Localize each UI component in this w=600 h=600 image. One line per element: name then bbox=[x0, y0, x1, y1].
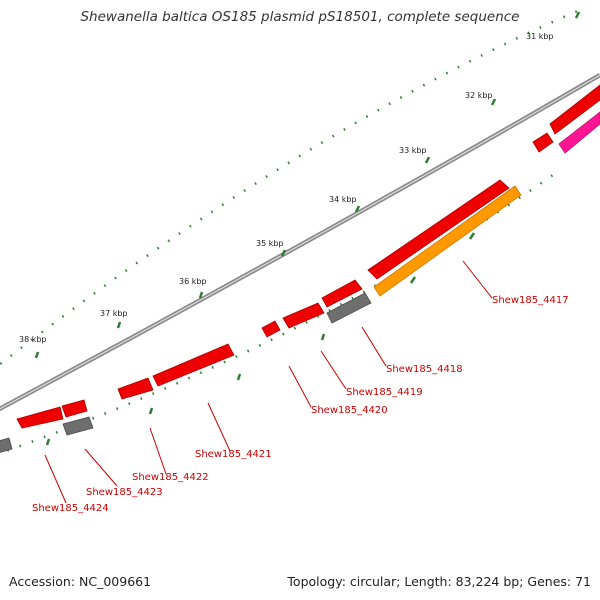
gene-arrow-4421-region bbox=[152, 343, 235, 387]
genes-inner-strand bbox=[0, 84, 600, 453]
gene-label-4417: Shew185_4417 bbox=[492, 295, 569, 306]
kbp-label-35: 35 kbp bbox=[256, 239, 284, 248]
gene-block-grey-a bbox=[326, 292, 372, 324]
genes-outer-strand bbox=[16, 132, 554, 429]
kbp-label-32: 32 kbp bbox=[465, 91, 493, 100]
inner-major-ticks bbox=[45, 232, 476, 446]
gene-arrow-4424-region bbox=[16, 406, 64, 429]
gene-arrow-top-right bbox=[532, 132, 554, 153]
gene-label-4422: Shew185_4422 bbox=[132, 472, 209, 483]
backbone-outer bbox=[0, 73, 600, 412]
gene-block-grey-c bbox=[0, 437, 13, 453]
gene-block-orange bbox=[373, 185, 522, 297]
kbp-label-33: 33 kbp bbox=[399, 146, 427, 155]
gene-label-4423: Shew185_4423 bbox=[86, 487, 163, 498]
gene-arrow-4423-region bbox=[61, 399, 88, 418]
gene-arrow-4420-region bbox=[282, 302, 325, 329]
gene-label-4421: Shew185_4421 bbox=[195, 449, 272, 460]
gene-label-4420: Shew185_4420 bbox=[311, 405, 388, 416]
label-leaders bbox=[44, 260, 493, 504]
gene-block-pink bbox=[558, 111, 600, 154]
gene-arrow-small-a bbox=[261, 320, 281, 338]
gene-arrow-4417-region bbox=[367, 179, 510, 280]
backbone-inner bbox=[0, 74, 600, 410]
topology-summary-text: Topology: circular; Length: 83,224 bp; G… bbox=[287, 574, 591, 589]
kbp-label-31: 31 kbp bbox=[526, 32, 554, 41]
kbp-label-37: 37 kbp bbox=[100, 309, 128, 318]
gene-block-grey-b bbox=[62, 416, 94, 436]
kbp-label-38: 38 kbp bbox=[19, 335, 47, 344]
accession-text: Accession: NC_009661 bbox=[9, 574, 152, 589]
kbp-label-36: 36 kbp bbox=[179, 277, 207, 286]
gene-arrow-4419-region bbox=[321, 279, 363, 308]
gene-label-4424: Shew185_4424 bbox=[32, 503, 109, 514]
gene-label-4419: Shew185_4419 bbox=[346, 387, 423, 398]
kbp-major-ticks bbox=[34, 11, 581, 359]
kbp-label-34: 34 kbp bbox=[329, 195, 357, 204]
map-title: Shewanella baltica OS185 plasmid pS18501… bbox=[80, 9, 520, 25]
gene-arrow-4422-region bbox=[117, 377, 154, 400]
gene-block-red-edge bbox=[549, 84, 600, 135]
gene-label-4418: Shew185_4418 bbox=[386, 364, 463, 375]
